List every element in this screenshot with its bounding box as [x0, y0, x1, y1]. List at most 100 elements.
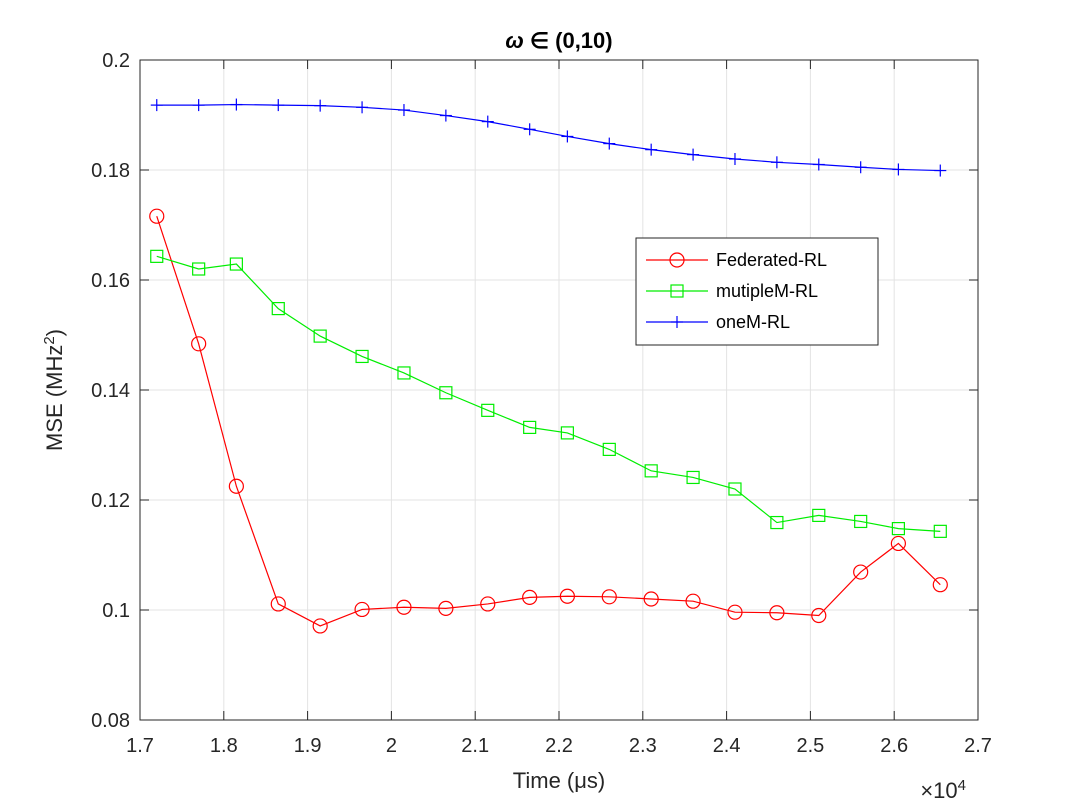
y-axis-label-sup: 2: [41, 336, 58, 344]
data-point-circle: [685, 593, 701, 609]
data-point-circle: [727, 604, 743, 620]
chart-title: ω ∈ (0,10): [505, 28, 612, 53]
data-point-square: [313, 329, 327, 343]
legend-item: oneM-RL: [646, 312, 790, 332]
data-point-square: [397, 366, 411, 380]
data-point-circle: [853, 564, 869, 580]
x-tick-label: 2.2: [545, 735, 573, 757]
data-point-plus: [645, 143, 658, 156]
y-tick-label: 0.2: [102, 50, 130, 72]
series-federated-rl: [149, 208, 948, 634]
data-point-circle: [601, 589, 617, 605]
data-point-plus: [192, 99, 205, 112]
y-axis-label: MSE (MHz2): [41, 329, 68, 451]
data-point-plus: [356, 101, 369, 114]
data-point-circle: [270, 596, 286, 612]
data-point-square: [728, 482, 742, 496]
data-point-circle: [643, 591, 659, 607]
x-axis-exponent: ×104: [920, 777, 966, 804]
data-point-circle: [769, 605, 785, 621]
legend-label: Federated-RL: [716, 250, 827, 270]
x-tick-label: 2: [386, 735, 397, 757]
x-tick-label: 1.8: [210, 735, 238, 757]
x-tick-label: 2.7: [964, 735, 992, 757]
data-point-plus: [728, 153, 741, 165]
y-tick-label: 0.1: [102, 600, 130, 622]
data-point-circle: [312, 618, 328, 634]
data-point-square: [644, 464, 658, 478]
data-point-circle: [228, 478, 244, 494]
data-point-square: [523, 420, 537, 434]
data-point-square: [812, 508, 826, 522]
axis-ticks: 1.7 1.8 1.9 2 2.1 2.2 2.3 2.4 2.5 2.6 2.7 0.08 0.1 0.…: [91, 50, 992, 757]
legend-label: mutipleM-RL: [716, 281, 818, 301]
x-tick-label: 1.7: [126, 735, 154, 757]
x-exponent-base: ×10: [920, 778, 957, 803]
title-text: ∈ (0,10): [530, 28, 613, 53]
data-point-square: [192, 262, 206, 276]
data-point-plus: [603, 137, 616, 150]
data-point-circle: [149, 208, 165, 224]
data-point-plus: [671, 316, 683, 328]
legend-label: oneM-RL: [716, 312, 790, 332]
data-point-plus: [934, 164, 947, 177]
data-point-plus: [272, 99, 285, 112]
data-point-plus: [230, 98, 243, 111]
data-point-square: [854, 514, 868, 529]
data-point-plus: [150, 99, 163, 112]
y-tick-label: 0.16: [91, 270, 130, 292]
data-point-square: [355, 349, 369, 364]
data-point-square: [602, 442, 616, 456]
data-point-square: [150, 249, 164, 263]
data-point-plus: [439, 109, 452, 122]
data-point-plus: [687, 148, 700, 161]
x-tick-label: 2.6: [880, 735, 908, 757]
data-point-circle: [522, 589, 538, 605]
y-axis-label-main: MSE (MHz: [42, 345, 67, 451]
legend-item: mutipleM-RL: [646, 281, 818, 301]
data-point-square: [933, 524, 947, 538]
x-tick-label: 1.9: [294, 735, 322, 757]
legend: Federated-RL mutipleM-RL oneM-RL: [635, 237, 879, 346]
data-point-plus: [523, 123, 536, 136]
x-tick-label: 2.5: [796, 735, 824, 757]
data-point-plus: [812, 158, 825, 171]
data-point-circle: [396, 599, 412, 615]
data-point-square: [439, 386, 453, 400]
data-point-square: [686, 470, 700, 485]
data-point-square: [481, 403, 495, 417]
data-point-square: [770, 515, 784, 530]
series-mutiplem-rl: [150, 249, 947, 538]
series-onem-rl: [150, 98, 947, 177]
x-tick-label: 2.1: [461, 735, 489, 757]
x-tick-label: 2.3: [629, 735, 657, 757]
title-symbol: ω: [505, 28, 523, 53]
data-point-square: [229, 257, 243, 271]
series-line-mutiplem-rl: [156, 255, 941, 532]
data-point-plus: [397, 104, 410, 117]
y-tick-label: 0.18: [91, 160, 130, 182]
y-axis-label-end: ): [42, 329, 67, 336]
y-tick-label: 0.14: [91, 380, 130, 402]
data-point-circle: [932, 577, 948, 593]
data-point-circle: [438, 600, 454, 616]
data-point-plus: [561, 130, 574, 143]
x-tick-label: 2.4: [713, 735, 741, 757]
series-layer: [149, 98, 948, 634]
data-point-circle: [559, 588, 575, 604]
data-point-plus: [854, 161, 867, 174]
data-point-circle: [669, 252, 685, 268]
data-point-square: [271, 302, 285, 316]
y-tick-label: 0.12: [91, 490, 130, 512]
legend-item: Federated-RL: [646, 250, 827, 270]
data-point-circle: [480, 596, 496, 612]
data-point-plus: [481, 115, 494, 128]
data-point-circle: [811, 607, 827, 624]
data-point-circle: [191, 336, 207, 352]
series-line-onem-rl: [156, 103, 941, 172]
data-point-plus: [770, 156, 783, 169]
y-tick-label: 0.08: [91, 710, 130, 732]
data-point-circle: [354, 601, 370, 618]
data-point-square: [670, 284, 684, 298]
